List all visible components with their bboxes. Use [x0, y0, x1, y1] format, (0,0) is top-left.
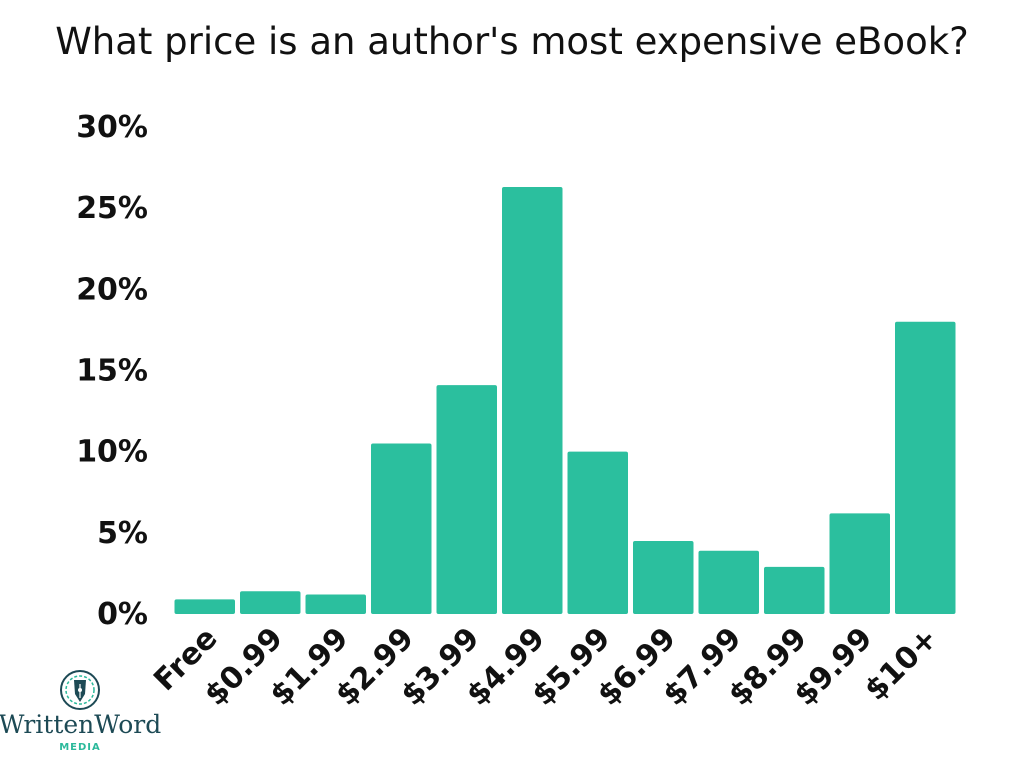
y-tick-label: 15%	[76, 354, 148, 389]
bar-5	[502, 187, 563, 614]
x-tick-label: $10+	[858, 621, 945, 708]
bar-0	[174, 599, 235, 614]
bar-11	[895, 321, 956, 614]
bar-4	[436, 385, 497, 614]
fountain-pen-nib-icon	[60, 670, 100, 710]
bar-1	[240, 591, 301, 614]
y-tick-label: 25%	[76, 191, 148, 226]
y-axis-ticks: 0% 5% 10% 15% 20% 25% 30%	[76, 110, 148, 632]
chart-title: What price is an author's most expensive…	[55, 20, 969, 63]
bars-group	[174, 187, 956, 614]
bar-10	[829, 513, 890, 614]
bar-9	[764, 566, 825, 614]
brand-logo: WrittenWord MEDIA	[0, 670, 161, 753]
y-tick-label: 10%	[76, 435, 148, 470]
y-tick-label: 5%	[97, 516, 148, 551]
logo-subtitle: MEDIA	[59, 742, 101, 753]
y-tick-label: 20%	[76, 272, 148, 307]
bar-6	[567, 451, 628, 614]
bar-8	[698, 550, 759, 614]
y-tick-label: 0%	[97, 597, 148, 632]
logo-wordmark: WrittenWord	[0, 710, 161, 739]
bar-2	[305, 594, 366, 614]
bar-3	[371, 443, 432, 614]
x-axis-labels: Free$0.99$1.99$2.99$3.99$4.99$5.99$6.99$…	[147, 621, 945, 713]
bar-7	[633, 540, 694, 614]
y-tick-label: 30%	[76, 110, 148, 145]
